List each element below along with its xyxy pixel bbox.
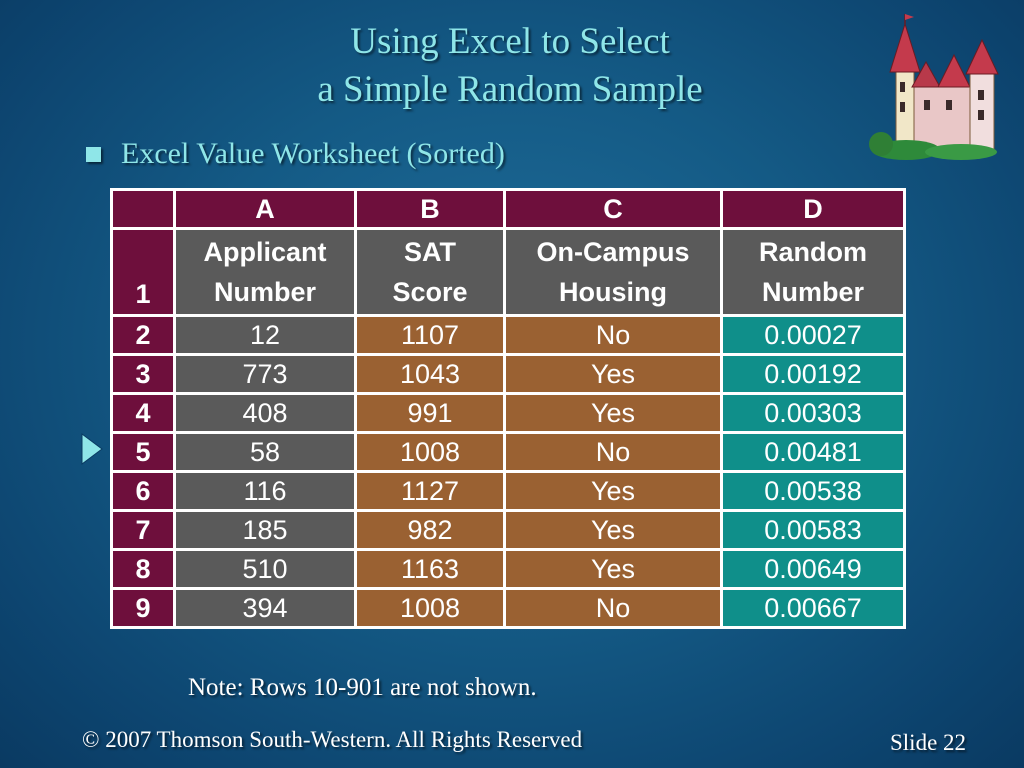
slide-title: Using Excel to Select a Simple Random Sa… (200, 18, 820, 114)
cell-applicant-number: 116 (173, 470, 357, 512)
header-row: 1 Applicant Number SAT Score On-Campus H… (110, 227, 906, 317)
cell-applicant-number: 12 (173, 314, 357, 356)
cell-applicant-number: 185 (173, 509, 357, 551)
cell-sat-score: 1127 (354, 470, 506, 512)
column-letter-b: B (354, 188, 506, 230)
cell-random-number: 0.00027 (720, 314, 906, 356)
column-letter-d: D (720, 188, 906, 230)
cell-applicant-number: 510 (173, 548, 357, 590)
bullet-text: Excel Value Worksheet (Sorted) (121, 137, 505, 170)
table-row: 5 58 1008 No 0.00481 (110, 431, 906, 473)
bullet-item: Excel Value Worksheet (Sorted) (86, 137, 505, 171)
cell-applicant-number: 408 (173, 392, 357, 434)
header-sat-score: SAT Score (354, 227, 506, 317)
cell-applicant-number: 394 (173, 587, 357, 629)
cell-random-number: 0.00192 (720, 353, 906, 395)
footer-slide-number: Slide 22 (890, 730, 967, 755)
header-line: Score (392, 277, 468, 307)
table-row: 4 408 991 Yes 0.00303 (110, 392, 906, 434)
cell-sat-score: 1008 (354, 431, 506, 473)
title-line-1: Using Excel to Select (350, 21, 670, 62)
header-line: On-Campus (536, 237, 690, 267)
cell-sat-score: 1008 (354, 587, 506, 629)
header-random-number: Random Number (720, 227, 906, 317)
cell-housing: Yes (503, 509, 723, 551)
cell-sat-score: 991 (354, 392, 506, 434)
cell-housing: Yes (503, 392, 723, 434)
cell-housing: Yes (503, 353, 723, 395)
corner-cell (110, 188, 176, 230)
table-row: 3 773 1043 Yes 0.00192 (110, 353, 906, 395)
row-number: 7 (110, 509, 176, 551)
play-arrow-icon[interactable] (80, 432, 104, 466)
header-line: SAT (404, 237, 456, 267)
header-line: Housing (559, 277, 667, 307)
row-number: 5 (110, 431, 176, 473)
header-line: Number (761, 277, 864, 307)
cell-housing: No (503, 431, 723, 473)
header-applicant-number: Applicant Number (173, 227, 357, 317)
row-number: 3 (110, 353, 176, 395)
cell-sat-score: 982 (354, 509, 506, 551)
cell-random-number: 0.00583 (720, 509, 906, 551)
column-letter-row: A B C D (110, 188, 906, 230)
header-line: Applicant (203, 237, 327, 267)
column-letter-c: C (503, 188, 723, 230)
cell-random-number: 0.00303 (720, 392, 906, 434)
cell-housing: Yes (503, 470, 723, 512)
table-row: 6 116 1127 Yes 0.00538 (110, 470, 906, 512)
cell-random-number: 0.00481 (720, 431, 906, 473)
table-row: 8 510 1163 Yes 0.00649 (110, 548, 906, 590)
row-number: 2 (110, 314, 176, 356)
bullet-square-icon (86, 146, 101, 162)
row-number: 9 (110, 587, 176, 629)
title-line-2: a Simple Random Sample (317, 69, 703, 110)
row-number: 6 (110, 470, 176, 512)
footer-copyright: © 2007 Thomson South-Western. All Rights… (82, 727, 583, 752)
cell-random-number: 0.00649 (720, 548, 906, 590)
worksheet-table: A B C D 1 Applicant Number SAT Score On-… (110, 188, 906, 629)
cell-housing: Yes (503, 548, 723, 590)
column-letter-a: A (173, 188, 357, 230)
row-number: 8 (110, 548, 176, 590)
row-number: 1 (110, 227, 176, 317)
table-row: 9 394 1008 No 0.00667 (110, 587, 906, 629)
cell-applicant-number: 773 (173, 353, 357, 395)
header-on-campus-housing: On-Campus Housing (503, 227, 723, 317)
cell-sat-score: 1107 (354, 314, 506, 356)
header-line: Number (213, 277, 316, 307)
cell-random-number: 0.00538 (720, 470, 906, 512)
note-text: Note: Rows 10-901 are not shown. (188, 674, 537, 701)
row-number: 4 (110, 392, 176, 434)
header-line: Random (759, 237, 867, 267)
cell-applicant-number: 58 (173, 431, 357, 473)
castle-clipart-icon (869, 14, 999, 160)
table-row: 2 12 1107 No 0.00027 (110, 314, 906, 356)
cell-housing: No (503, 314, 723, 356)
table-row: 7 185 982 Yes 0.00583 (110, 509, 906, 551)
cell-sat-score: 1043 (354, 353, 506, 395)
cell-random-number: 0.00667 (720, 587, 906, 629)
cell-sat-score: 1163 (354, 548, 506, 590)
cell-housing: No (503, 587, 723, 629)
